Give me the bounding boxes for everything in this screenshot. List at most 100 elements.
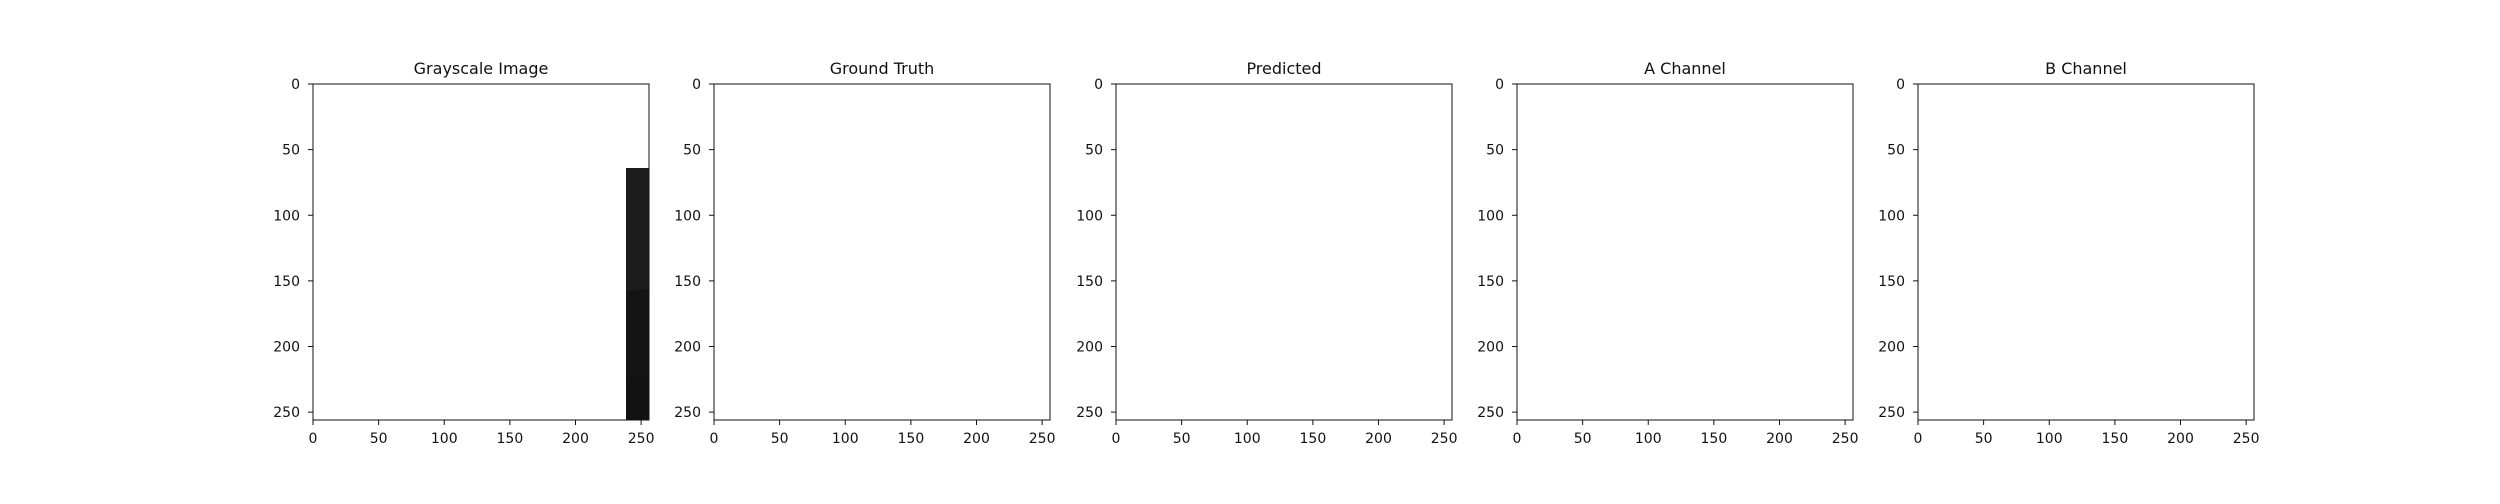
lamp-shade-center xyxy=(841,117,857,141)
scene-background xyxy=(714,84,1050,420)
tapestry-pattern-main xyxy=(543,111,595,272)
predicted-x-tick-label: 250 xyxy=(1431,431,1458,447)
right-wall xyxy=(2123,126,2254,420)
armchair xyxy=(1297,258,1397,371)
desk-base xyxy=(826,227,914,265)
desk-lamp-arm-a xyxy=(410,194,443,232)
left-wall xyxy=(313,124,438,384)
left-wall xyxy=(1116,124,1241,384)
floor xyxy=(714,289,1050,420)
right-vignette xyxy=(626,168,649,420)
bottom-vignette xyxy=(626,376,649,420)
a-channel-x-tick-label: 50 xyxy=(1574,431,1592,447)
a-channel-y-tick-label: 50 xyxy=(1486,143,1504,159)
left-vignette xyxy=(1517,84,1531,420)
ground-truth-y-tick-label: 0 xyxy=(692,77,701,93)
wall-board-item-a xyxy=(494,162,518,180)
grayscale-y-tick-label: 0 xyxy=(291,77,300,93)
armchair-pillow xyxy=(939,318,983,350)
desk-monitor xyxy=(1278,208,1293,223)
wall-board xyxy=(1692,154,1728,262)
lamp-arm xyxy=(1609,142,1693,148)
desk-top xyxy=(820,216,908,227)
a-channel-image xyxy=(1517,79,1853,420)
tapestry-pattern-main xyxy=(1747,111,1799,272)
predicted-y-tick-label: 250 xyxy=(1076,405,1103,421)
window-frame xyxy=(1193,159,1269,235)
predicted-y-tick-label: 100 xyxy=(1076,208,1103,224)
window-glass xyxy=(791,159,867,235)
tapestry xyxy=(522,90,613,287)
grayscale-y-tick-label: 50 xyxy=(282,143,300,159)
predicted-x-tick-label: 100 xyxy=(1234,431,1261,447)
ceiling-light-glow xyxy=(1983,79,2123,189)
tapestry-pattern-secondary xyxy=(1346,160,1381,214)
wall-board xyxy=(2093,154,2129,262)
left-vignette xyxy=(714,84,728,420)
predicted-y-tick-label: 200 xyxy=(1076,340,1103,356)
grayscale-x-tick-label: 50 xyxy=(370,431,388,447)
right-wall xyxy=(1321,126,1452,420)
lamp-shade-center xyxy=(1243,117,1259,141)
window-glass xyxy=(1193,159,1269,235)
wall-board-item-b xyxy=(1698,186,1722,214)
lamp-shade-center xyxy=(440,117,456,141)
tapestry-pattern-secondary xyxy=(2148,160,2183,214)
a-channel-x-tick-label: 0 xyxy=(1513,431,1522,447)
lamp-shade-left xyxy=(414,100,432,128)
floor-table-book xyxy=(371,336,405,376)
desk-lamp-arm-b xyxy=(1214,194,1246,231)
left-wall xyxy=(1918,124,2043,384)
desk-lamp-arm-a xyxy=(2015,194,2048,232)
ground-truth-image xyxy=(714,79,1050,420)
ground-truth-x-tick-label: 0 xyxy=(710,431,719,447)
desk-top xyxy=(2024,216,2112,227)
lamp-shade-left xyxy=(2019,100,2037,128)
right-vignette xyxy=(1821,84,1853,420)
wall-board-item-b xyxy=(1297,186,1321,214)
wall-board xyxy=(488,154,524,262)
armchair xyxy=(1698,258,1798,371)
ground-truth-y-tick-label: 100 xyxy=(674,208,701,224)
floor xyxy=(1116,289,1452,420)
ceiling-light-glow xyxy=(1181,79,1321,189)
floor-table-book xyxy=(1575,336,1609,376)
lamp-arm xyxy=(806,142,890,148)
a-channel-x-tick-label: 200 xyxy=(1766,431,1793,447)
tapestry-pattern-main xyxy=(1346,111,1398,272)
desk-lamp-arm-b xyxy=(411,194,443,231)
window-curtain xyxy=(2071,156,2091,238)
floor xyxy=(1918,289,2254,420)
left-cabinet xyxy=(1521,170,1554,236)
floor-table-book xyxy=(1976,336,2010,376)
predicted-x-tick-label: 50 xyxy=(1173,431,1191,447)
b-channel-panel: B Channel 0 50 100 150 200 250 0 50 100 150 200 250 xyxy=(1878,59,2259,447)
window-curtain xyxy=(867,156,887,238)
bottom-vignette xyxy=(1517,376,1853,420)
desk-lamp-arm-b xyxy=(1615,194,1647,231)
lamp-arm xyxy=(405,142,489,148)
grayscale-frame xyxy=(312,83,650,421)
room-scene xyxy=(313,84,649,420)
window-glass xyxy=(1995,159,2071,235)
wall-clock xyxy=(1709,155,1721,167)
b-channel-frame xyxy=(1917,83,2255,421)
ceiling xyxy=(313,84,649,142)
b-channel-y-tick-label: 250 xyxy=(1878,405,1905,421)
ground-truth-y-tick-label: 200 xyxy=(674,340,701,356)
tapestry xyxy=(2127,90,2218,287)
room-scene xyxy=(714,79,1050,420)
b-channel-title: B Channel xyxy=(2045,59,2127,78)
b-channel-image xyxy=(1918,79,2254,420)
left-cabinet-panel-a xyxy=(1524,175,1535,203)
left-cabinet xyxy=(718,170,751,236)
wall-board-item-a xyxy=(895,162,919,180)
ceiling xyxy=(714,84,1050,142)
wall-board-item-b xyxy=(494,186,518,214)
window-curtain xyxy=(1269,156,1289,238)
b-channel-x-tick-label: 100 xyxy=(2036,431,2063,447)
bottom-vignette xyxy=(1116,376,1452,420)
armchair-pillow xyxy=(538,318,582,350)
scene-background xyxy=(1116,84,1452,420)
